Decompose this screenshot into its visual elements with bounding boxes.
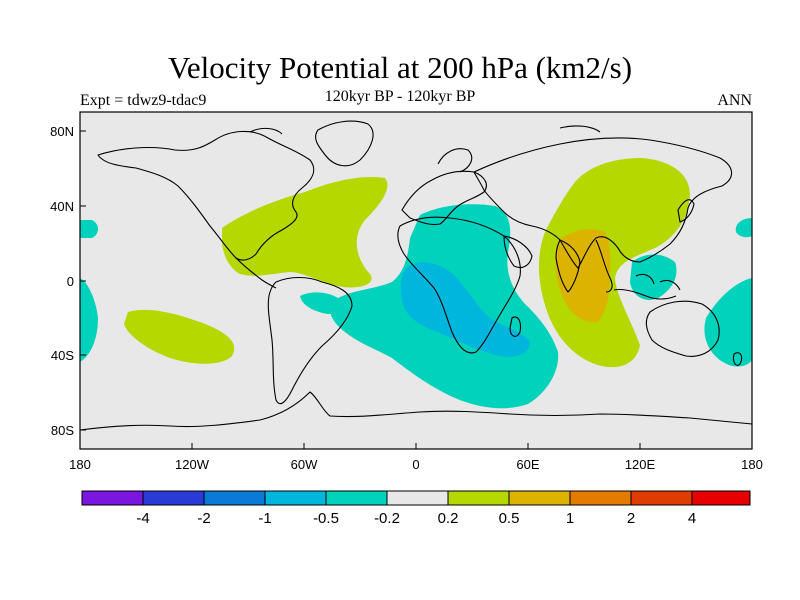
contour-negative-south-america <box>300 292 342 314</box>
colorbar-swatch <box>82 491 143 505</box>
colorbar: -4 -2 -1 -0.5 -0.2 0.2 0.5 1 2 4 <box>81 490 751 527</box>
contour-positive-atlantic <box>222 176 388 288</box>
x-tick-label: 120E <box>625 457 656 472</box>
colorbar-swatch <box>631 491 692 505</box>
contour-positive-core <box>555 229 611 323</box>
colorbar-swatch <box>448 491 509 505</box>
colorbar-label: -4 <box>136 510 149 527</box>
experiment-label: Expt = tdwz9-tdac9 <box>80 92 207 109</box>
colorbar-label: -2 <box>197 510 210 527</box>
contour-negative-east-edge-south <box>704 278 752 367</box>
colorbar-label: 4 <box>688 510 696 527</box>
x-tick-label: 60W <box>291 457 318 472</box>
colorbar-swatch <box>692 491 750 505</box>
colorbar-label: 1 <box>566 510 574 527</box>
colorbar-swatch <box>204 491 265 505</box>
season-label: ANN <box>717 92 752 109</box>
contour-fills <box>80 158 752 409</box>
colorbar-swatch <box>570 491 631 505</box>
colorbar-swatch <box>326 491 387 505</box>
y-tick-label: 0 <box>67 274 74 289</box>
colorbar-swatch <box>509 491 570 505</box>
contour-negative-inner <box>400 262 530 357</box>
colorbar-label: 2 <box>627 510 635 527</box>
x-tick-label: 180 <box>69 457 91 472</box>
axis-ticks <box>79 130 753 449</box>
colorbar-swatch <box>143 491 204 505</box>
contour-negative-west-pacific <box>630 254 677 301</box>
y-tick-label: 80S <box>51 423 74 438</box>
y-tick-labels: 80N 40N 0 40S 80S <box>50 124 74 438</box>
colorbar-label: 0.2 <box>438 510 459 527</box>
contour-negative-west-edge-south <box>80 278 98 362</box>
colorbar-swatch <box>387 491 448 505</box>
contour-positive-south-pacific <box>124 309 235 364</box>
x-tick-label: 120W <box>175 457 210 472</box>
x-tick-labels: 180 120W 60W 0 60E 120E 180 <box>69 457 763 472</box>
colorbar-label: -0.2 <box>374 510 400 527</box>
page-title: Velocity Potential at 200 hPa (km2/s) <box>167 50 633 85</box>
colorbar-label: -0.5 <box>313 510 339 527</box>
contour-negative-east-edge-north <box>735 218 752 238</box>
y-tick-label: 40N <box>50 199 74 214</box>
x-tick-label: 180 <box>741 457 763 472</box>
period-label: 120kyr BP - 120kyr BP <box>324 88 476 105</box>
coastlines <box>79 120 753 431</box>
contour-negative-west-edge-north <box>80 220 98 238</box>
x-tick-label: 60E <box>516 457 539 472</box>
colorbar-swatch <box>265 491 326 505</box>
colorbar-label: -1 <box>258 510 271 527</box>
colorbar-label: 0.5 <box>499 510 520 527</box>
x-tick-label: 0 <box>412 457 419 472</box>
y-tick-label: 40S <box>51 348 74 363</box>
y-tick-label: 80N <box>50 124 74 139</box>
